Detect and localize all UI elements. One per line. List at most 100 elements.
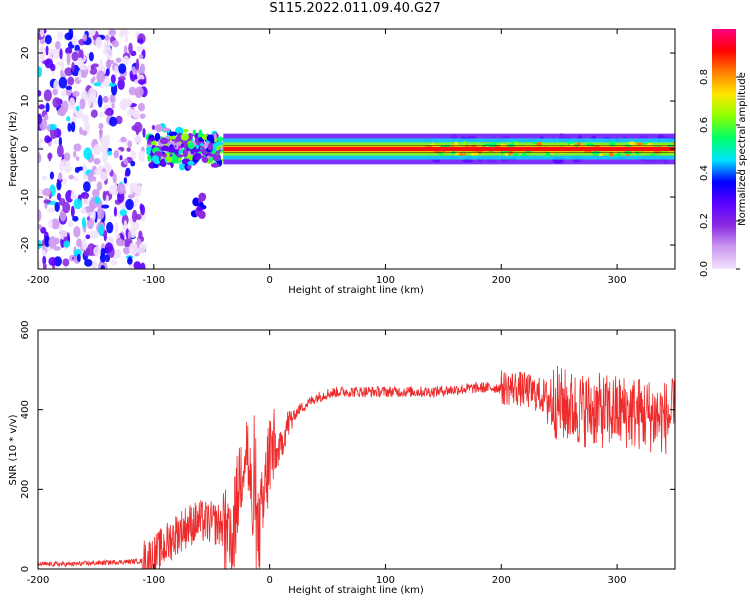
y-tick-label: 20 <box>20 47 31 60</box>
spectrogram-tone-speckle <box>608 152 614 157</box>
y-tick-label: 200 <box>20 480 31 499</box>
snr-background <box>38 330 675 569</box>
spectrogram-noise-blob <box>49 200 57 206</box>
spectrogram-noise-blob <box>38 261 41 269</box>
spectrogram-noise-blob <box>103 40 111 51</box>
spectrogram-noise-blob <box>58 172 63 181</box>
spectrogram-noise-blob <box>47 48 57 55</box>
colorbar-tick-label: 0.6 <box>699 117 710 133</box>
spectrogram-noise-blob <box>73 143 82 152</box>
spectrogram-noise-blob <box>44 58 53 69</box>
x-tick-label: 0 <box>266 575 272 586</box>
spectrogram-isolated-blob <box>192 197 200 207</box>
spectrogram-noise-blob <box>62 178 68 185</box>
spectrogram-marks <box>38 29 675 269</box>
spectrogram-noise-blob <box>104 34 110 42</box>
snr-y-ticks: 0 200 400 600 <box>20 320 675 572</box>
spectrogram-tone-speckle <box>513 142 520 146</box>
spectrogram-noise-blob <box>98 122 104 130</box>
spectrogram-noise-blob <box>43 199 52 204</box>
x-tick-label: 200 <box>492 575 511 586</box>
spectrogram-noise-blob <box>91 260 98 269</box>
spectrogram-noise-blob <box>135 58 140 72</box>
spectrogram-noise-blob <box>140 262 146 269</box>
spectrogram-noise-blob <box>95 36 103 49</box>
spectrogram-noise-blob <box>124 99 133 107</box>
spectrogram-band-blob <box>180 133 189 141</box>
spectrogram-band-blob <box>201 148 207 156</box>
y-tick-label: -20 <box>20 237 31 253</box>
spectrogram-noise-blob <box>87 172 94 183</box>
spectrogram-noise-blob <box>117 76 126 81</box>
spectrogram-noise-blob <box>128 256 132 262</box>
spectrogram-noise-blob <box>96 181 103 191</box>
spectrogram-noise-blob <box>78 48 83 61</box>
spectrogram-noise-blob <box>126 147 131 152</box>
spectrogram-noise-blob <box>76 238 82 248</box>
spectrogram-band-blob <box>170 154 179 164</box>
spectrogram-band-blob <box>216 136 224 142</box>
spectrogram-noise-blob <box>62 201 71 214</box>
spectrogram-band-blob <box>147 137 157 142</box>
x-tick-label: -100 <box>142 575 165 586</box>
spectrogram-noise-blob <box>38 113 43 125</box>
spectrogram-noise-blob <box>52 97 61 109</box>
spectrogram-noise-blob <box>48 256 57 266</box>
spectrogram-noise-blob <box>56 108 66 116</box>
spectrogram-noise-blob <box>99 253 107 263</box>
spectrogram-band-blob <box>187 142 195 150</box>
spectrogram-noise-blob <box>68 29 74 40</box>
spectrogram-noise-blob <box>93 144 102 156</box>
spectrogram-band-blob <box>210 162 220 168</box>
spectrogram-noise-blob <box>40 226 47 234</box>
spectrogram-tone-speckle <box>454 141 459 147</box>
spectrogram-tone-speckle <box>636 142 644 146</box>
spectrogram-noise-blob <box>137 38 144 44</box>
spectrogram-isolated-blob <box>198 210 206 219</box>
spectrogram-noise-blob <box>49 123 57 131</box>
spectrogram-noise-blob <box>72 215 79 222</box>
y-tick-label: 400 <box>20 400 31 419</box>
spectrogram-noise-blob <box>42 188 52 197</box>
spectrogram-noise-blob <box>76 253 81 262</box>
spectrogram-band-blob <box>193 153 202 161</box>
spectrogram-noise-blob <box>109 116 118 127</box>
spectrogram-noise-blob <box>38 104 45 110</box>
x-tick-label: 100 <box>376 575 395 586</box>
spectrogram-band-blob <box>159 137 169 145</box>
snr-panel: -200 -100 0 100 200 300 0 200 400 600 Height of … <box>8 320 676 596</box>
x-tick-label: 200 <box>492 275 511 286</box>
spectrogram-noise-blob <box>113 149 120 159</box>
spectrogram-noise-blob <box>74 44 80 53</box>
spectrogram-noise-blob <box>138 243 146 254</box>
x-tick-label: 300 <box>608 575 627 586</box>
spectrogram-noise-blob <box>66 52 71 66</box>
x-tick-label: -100 <box>142 275 165 286</box>
spectrogram-band-blob <box>161 145 170 152</box>
spectrogram-noise-blob <box>38 145 44 151</box>
spectrogram-noise-blob <box>83 174 89 180</box>
spectrogram-x-ticks: -200 -100 0 100 200 300 <box>27 29 627 286</box>
spectrogram-noise-blob <box>84 259 93 267</box>
spectrogram-noise-blob <box>128 42 133 55</box>
colorbar-ticks: 0.0 0.2 0.4 0.6 0.8 <box>699 69 740 277</box>
spectrogram-band-blob <box>174 142 182 147</box>
spectrogram-noise-blob <box>123 45 128 55</box>
spectrogram-noise-blob <box>81 130 88 136</box>
spectrogram-tone-speckle <box>430 143 435 146</box>
spectrogram-noise-blob <box>39 138 43 144</box>
spectrogram-noise-blob <box>81 216 86 229</box>
spectrogram-noise-blob <box>133 261 142 269</box>
spectrogram-noise-blob <box>75 156 80 161</box>
spectrogram-noise-blob <box>67 122 72 132</box>
spectrogram-noise-blob <box>115 57 122 63</box>
snr-x-label: Height of straight line (km) <box>288 585 424 596</box>
spectrogram-tone-speckle <box>650 153 658 156</box>
spectrogram-noise-blob <box>128 86 137 96</box>
spectrogram-noise-blob <box>135 86 144 97</box>
spectrogram-tone-speckle <box>641 142 648 145</box>
spectrogram-noise-blob <box>54 201 60 213</box>
spectrogram-noise-blob <box>92 176 97 182</box>
snr-y-label: SNR (10 * v/v) <box>8 414 19 485</box>
